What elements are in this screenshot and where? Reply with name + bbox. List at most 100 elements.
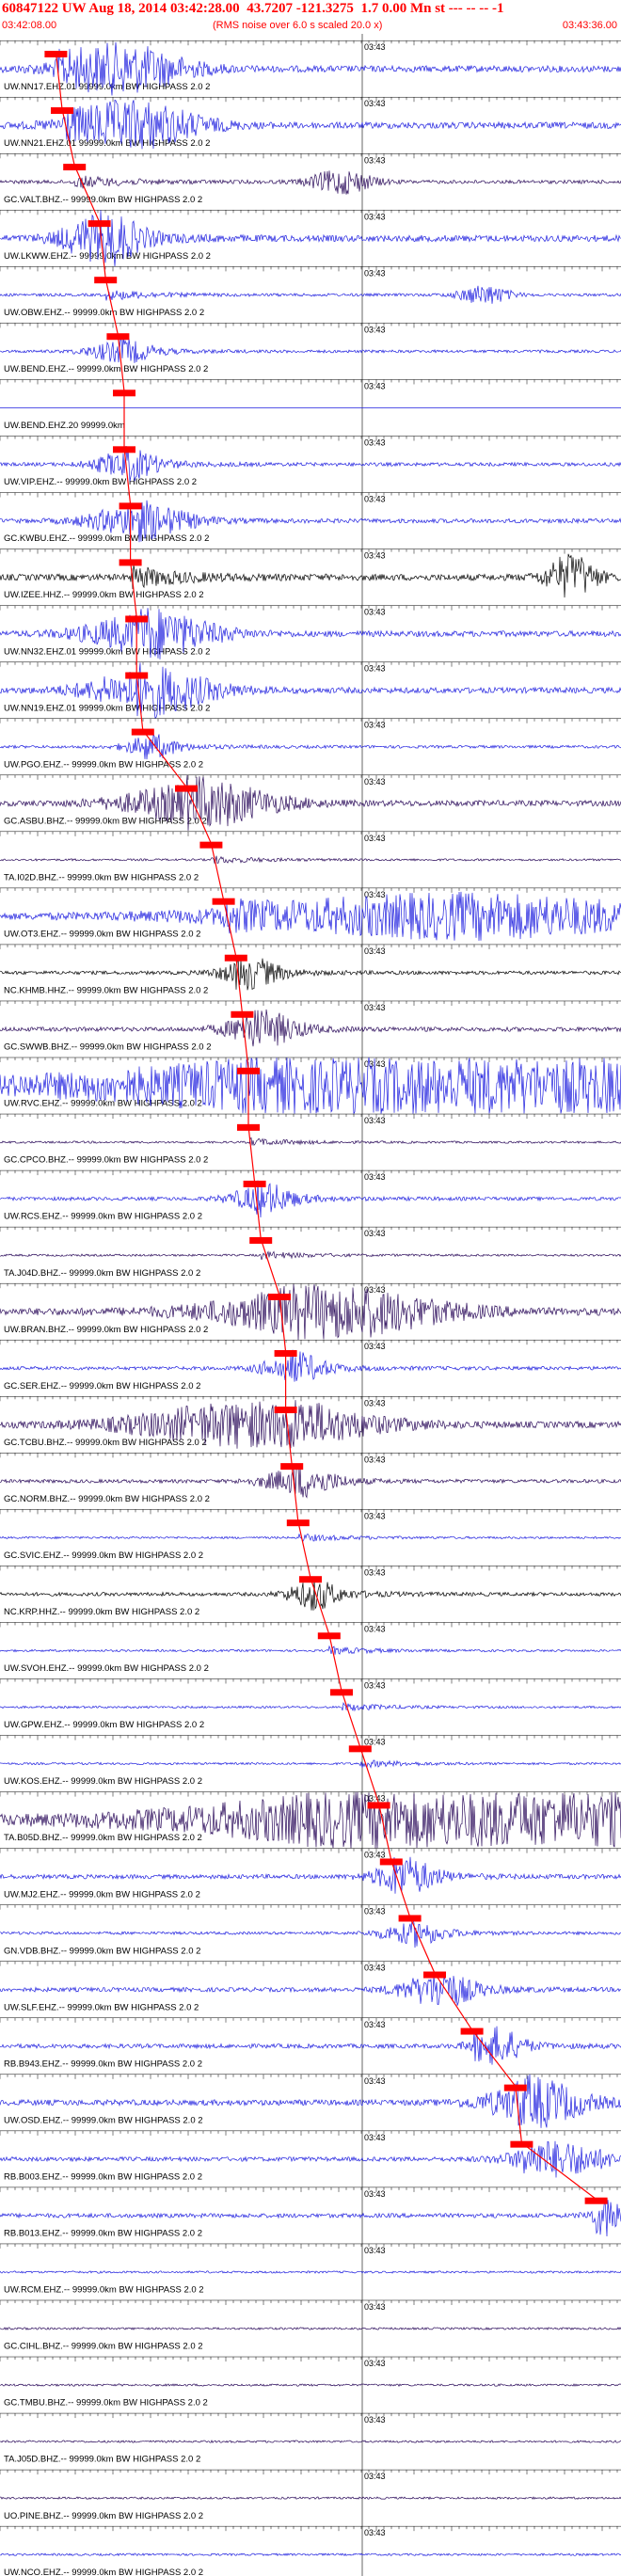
event-lon: -121.3275 <box>295 1 354 16</box>
start-time: 03:42:08.00 <box>2 20 57 31</box>
minute-tick-label: 03:43 <box>364 1738 386 1747</box>
trace-label: UW.NN17.EHZ.01 99999.0km BW HIGHPASS 2.0… <box>4 82 210 92</box>
minute-tick-label: 03:43 <box>364 325 386 334</box>
waveform <box>0 1856 621 1894</box>
waveform <box>0 1284 621 1341</box>
minute-tick-label: 03:43 <box>364 1116 386 1125</box>
waveform <box>0 1577 621 1611</box>
trace-label: UW.MJ2.EHZ.-- 99999.0km BW HIGHPASS 2.0 … <box>4 1889 200 1900</box>
waveform <box>0 955 621 991</box>
minute-tick-label: 03:43 <box>364 2528 386 2537</box>
trace-label: UO.PINE.BHZ.-- 99999.0km BW HIGHPASS 2.0… <box>4 2511 203 2521</box>
trace-row: 03:43 UW.NN32.EHZ.01 99999.0km BW HIGHPAS… <box>0 605 621 660</box>
trace-row: 03:43 UW.KOS.EHZ.-- 99999.0km BW HIGHPASS… <box>0 1735 621 1787</box>
trace-label: UW.GPW.EHZ.-- 99999.0km BW HIGHPASS 2.0 … <box>4 1720 204 1730</box>
event-depth: 0.00 <box>381 1 407 16</box>
waveform <box>0 1975 621 2006</box>
waveform <box>0 336 621 363</box>
trace-row: 03:43 GN.VDB.BHZ.-- 99999.0km BW HIGHPASS… <box>0 1904 621 1956</box>
trace-label: UW.RCS.EHZ.-- 99999.0km BW HIGHPASS 2.0 … <box>4 1212 202 1222</box>
event-mag: 1.7 <box>360 1 379 16</box>
minute-tick-label: 03:43 <box>364 268 386 278</box>
pick-marker <box>460 2027 484 2035</box>
trace-row: 03:43 GC.ASBU.BHZ.-- 99999.0km BW HIGHPAS… <box>0 774 621 831</box>
minute-tick-label: 03:43 <box>364 890 386 899</box>
trace-label: UW.OBW.EHZ.-- 99999.0km BW HIGHPASS 2.0 … <box>4 308 204 318</box>
trace-label: TA.B05D.BHZ.-- 99999.0km BW HIGHPASS 2.0… <box>4 1833 202 1843</box>
minute-tick-label: 03:43 <box>364 1680 386 1690</box>
minute-tick-label: 03:43 <box>364 2020 386 2029</box>
event-time: 03:42:28.00 <box>169 1 240 16</box>
trace-row: 03:43 UW.OT3.EHZ.-- 99999.0km BW HIGHPASS… <box>0 887 621 941</box>
minute-tick-label: 03:43 <box>364 1398 386 1407</box>
waveform <box>0 1791 621 1849</box>
trace-label: GC.KWBU.EHZ.-- 99999.0km BW HIGHPASS 2.0… <box>4 533 209 544</box>
pick-marker <box>398 1915 422 1922</box>
minute-tick-label: 03:43 <box>364 946 386 956</box>
pick-marker <box>423 1971 446 1979</box>
trace-row: 03:43 GC.KWBU.EHZ.-- 99999.0km BW HIGHPAS… <box>0 492 621 544</box>
minute-tick-label: 03:43 <box>364 608 386 617</box>
pick-marker <box>63 164 87 171</box>
waveform <box>0 608 621 660</box>
minute-tick-label: 03:43 <box>364 777 386 787</box>
trace-label: UW.NN21.EHZ.01 99999.0km BW HIGHPASS 2.0… <box>4 138 210 149</box>
waveform <box>0 553 621 598</box>
minute-tick-label: 03:43 <box>364 2302 386 2312</box>
minute-tick-label: 03:43 <box>364 2133 386 2142</box>
trace-row: 03:43 GC.TMBU.BHZ.-- 99999.0km BW HIGHPAS… <box>0 2356 621 2409</box>
waveform <box>0 1759 621 1769</box>
waveform <box>0 1057 621 1116</box>
trace-row: 03:43 UW.RCS.EHZ.-- 99999.0km BW HIGHPASS… <box>0 1169 621 1222</box>
waveform <box>0 170 621 195</box>
trace-label: RB.B003.EHZ.-- 99999.0km BW HIGHPASS 2.0… <box>4 2171 202 2182</box>
trace-label: GC.SVIC.EHZ.-- 99999.0km BW HIGHPASS 2.0… <box>4 1550 203 1561</box>
trace-row: 03:43 RB.B003.EHZ.-- 99999.0km BW HIGHPAS… <box>0 2130 621 2182</box>
pick-marker <box>175 785 198 792</box>
trace-row: 03:43 GC.CIHL.BHZ.-- 99999.0km BW HIGHPAS… <box>0 2299 621 2352</box>
trace-label: UW.LKWW.EHZ.-- 99999.0km BW HIGHPASS 2.0… <box>4 251 211 262</box>
minute-tick-label: 03:43 <box>364 551 386 561</box>
waveform <box>0 1645 621 1655</box>
trace-row: 03:43 GC.SVIC.EHZ.-- 99999.0km BW HIGHPAS… <box>0 1509 621 1561</box>
scale-note: (RMS noise over 6.0 s scaled 20.0 x) <box>213 20 383 31</box>
minute-tick-label: 03:43 <box>364 1567 386 1577</box>
waveform <box>0 2440 621 2443</box>
trace-label: UW.NN19.EHZ.01 99999.0km BW HIGHPASS 2.0… <box>4 703 210 713</box>
trace-label: UW.IZEE.HHZ.-- 99999.0km BW HIGHPASS 2.0… <box>4 590 204 600</box>
seismogram-panel: 03:43 UW.NN17.EHZ.01 99999.0km BW HIGHPAS… <box>0 34 621 2576</box>
trace-row: 03:43 UW.PGO.EHZ.-- 99999.0km BW HIGHPASS… <box>0 718 621 770</box>
waveform <box>0 733 621 760</box>
trace-row: 03:43 TA.I02D.BHZ.-- 99999.0km BW HIGHPAS… <box>0 831 621 883</box>
trace-label: RB.B943.EHZ.-- 99999.0km BW HIGHPASS 2.0… <box>4 2059 202 2069</box>
trace-label: GC.ASBU.BHZ.-- 99999.0km BW HIGHPASS 2.0… <box>4 816 207 826</box>
minute-tick-label: 03:43 <box>364 381 386 390</box>
trace-row: 03:43 GC.SWWB.BHZ.-- 99999.0km BW HIGHPAS… <box>0 1000 621 1053</box>
minute-tick-label: 03:43 <box>364 1342 386 1351</box>
waveform <box>0 1137 621 1146</box>
trace-label: UW.NCO.EHZ.-- 99999.0km BW HIGHPASS 2.0 … <box>4 2568 203 2576</box>
trace-label: UW.OT3.EHZ.-- 99999.0km BW HIGHPASS 2.0 … <box>4 930 200 940</box>
waveform <box>0 2383 621 2387</box>
trace-label: UW.KOS.EHZ.-- 99999.0km BW HIGHPASS 2.0 … <box>4 1776 202 1787</box>
trace-label: UW.PGO.EHZ.-- 99999.0km BW HIGHPASS 2.0 … <box>4 759 203 770</box>
minute-tick-label: 03:43 <box>364 42 386 52</box>
trace-row: 03:43 TA.J04D.BHZ.-- 99999.0km BW HIGHPAS… <box>0 1226 621 1279</box>
trace-label: UW.VIP.EHZ.-- 99999.0km BW HIGHPASS 2.0 … <box>4 477 197 487</box>
trace-row: 03:43 UW.NN19.EHZ.01 99999.0km BW HIGHPAS… <box>0 661 621 719</box>
event-lat: 43.7207 <box>247 1 293 16</box>
waveform <box>0 500 621 543</box>
waveform <box>0 2327 621 2330</box>
pick-marker <box>510 2140 533 2148</box>
trace-row: 03:43 UW.VIP.EHZ.-- 99999.0km BW HIGHPASS… <box>0 436 621 487</box>
trace-row: 03:43 UW.NN17.EHZ.01 99999.0km BW HIGHPAS… <box>0 40 621 96</box>
trace-row: 03:43 GC.CPCO.BHZ.-- 99999.0km BW HIGHPAS… <box>0 1113 621 1166</box>
waveform <box>0 1701 621 1712</box>
trace-label: TA.J05D.BHZ.-- 99999.0km BW HIGHPASS 2.0… <box>4 2455 200 2465</box>
minute-tick-label: 03:43 <box>364 2246 386 2255</box>
waveform <box>0 855 621 865</box>
waveform <box>0 1534 621 1542</box>
waveform <box>0 210 621 267</box>
minute-tick-label: 03:43 <box>364 1851 386 1860</box>
